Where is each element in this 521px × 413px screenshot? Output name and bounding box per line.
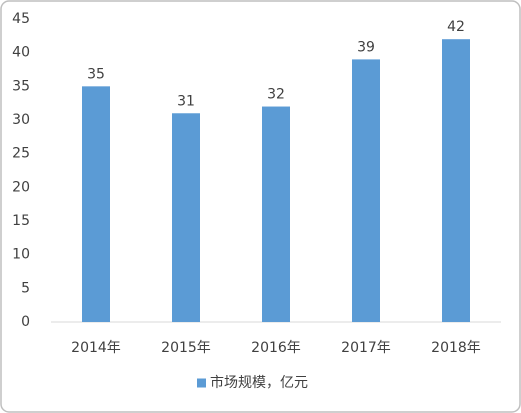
x-tick-label: 2014年 [71, 340, 121, 356]
data-label: 35 [87, 66, 105, 82]
data-label: 32 [267, 87, 285, 103]
bar [442, 39, 470, 322]
bar [82, 86, 110, 322]
data-label: 42 [447, 19, 465, 35]
y-tick-label: 15 [12, 213, 30, 229]
y-tick-label: 45 [12, 11, 30, 27]
legend-label: 市场规模，亿元 [210, 374, 308, 391]
bar [262, 106, 290, 323]
x-tick-label: 2015年 [161, 340, 211, 356]
y-tick-label: 35 [12, 78, 30, 94]
y-tick-label: 25 [12, 146, 30, 162]
y-tick-label: 40 [12, 45, 30, 61]
x-tick-label: 2017年 [341, 340, 391, 356]
y-tick-label: 20 [12, 179, 30, 195]
x-tick-label: 2018年 [431, 340, 481, 356]
bar [172, 113, 200, 323]
data-label: 31 [177, 93, 195, 109]
legend-swatch [197, 378, 206, 388]
data-label: 39 [357, 39, 375, 55]
bar [352, 59, 380, 323]
x-tick-label: 2016年 [251, 340, 301, 356]
y-tick-label: 5 [21, 280, 30, 296]
y-tick-label: 0 [21, 314, 30, 330]
y-tick-label: 10 [12, 247, 30, 263]
y-tick-label: 30 [12, 112, 30, 128]
